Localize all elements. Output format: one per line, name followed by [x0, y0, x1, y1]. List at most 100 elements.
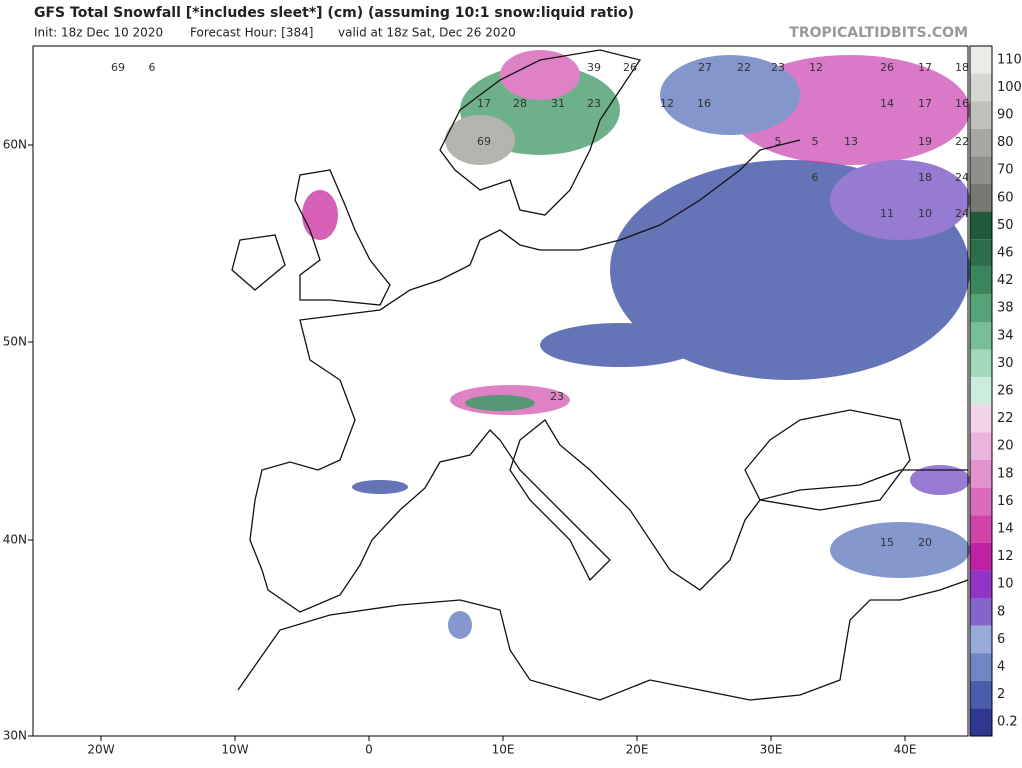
colorbar-label: 18: [997, 466, 1014, 481]
snow-shading: [302, 50, 970, 639]
colorbar-label: 2: [997, 687, 1005, 702]
colorbar-label: 90: [997, 108, 1014, 123]
point-label: 20: [918, 536, 932, 549]
point-label: 39: [587, 61, 601, 74]
colorbar-label: 46: [997, 246, 1014, 261]
point-label: 69: [477, 135, 491, 148]
colorbar-swatch: [970, 404, 992, 433]
colorbar-swatch: [970, 156, 992, 184]
point-label: 12: [809, 61, 823, 74]
lon-label: 0: [365, 743, 373, 757]
colorbar-swatch: [970, 239, 992, 267]
colorbar-label: 110: [997, 52, 1022, 67]
colorbar-swatch: [970, 680, 992, 709]
lon-label: 10W: [221, 743, 248, 757]
colorbar-swatch: [970, 322, 992, 350]
point-label: 23: [771, 61, 785, 74]
point-label: 23: [550, 390, 564, 403]
colorbar-label: 80: [997, 135, 1014, 150]
lat-label: 40N: [3, 533, 27, 547]
lat-label: 50N: [3, 335, 27, 349]
valid-time: valid at 18z Sat, Dec 26 2020: [338, 26, 516, 40]
colorbar-swatch: [970, 266, 992, 295]
point-label: 17: [918, 61, 932, 74]
colorbar-swatch: [970, 487, 992, 516]
colorbar-label: 100: [997, 80, 1022, 95]
point-label: 27: [698, 61, 712, 74]
colorbar-label: 70: [997, 163, 1014, 178]
colorbar-swatch: [970, 432, 992, 460]
colorbar-swatch: [970, 46, 992, 74]
point-label: 22: [737, 61, 751, 74]
point-label: 26: [623, 61, 637, 74]
init: Init: 18z Dec 10 2020: [34, 26, 163, 40]
point-label: 16: [697, 97, 711, 110]
forecast-hour: Forecast Hour: [384]: [190, 26, 313, 40]
colorbar-label: 22: [997, 411, 1014, 426]
lat-label: 60N: [3, 138, 27, 152]
colorbar-swatch: [970, 515, 992, 543]
colorbar-swatch: [970, 570, 992, 598]
colorbar-label: 60: [997, 190, 1014, 205]
colorbar-swatch: [970, 653, 992, 681]
point-label: 6: [149, 61, 156, 74]
map: [32, 45, 970, 737]
point-label: 18: [918, 171, 932, 184]
colorbar-swatch: [970, 625, 992, 654]
point-label: 28: [513, 97, 527, 110]
colorbar-swatch: [970, 73, 992, 102]
colorbar-label: 34: [997, 328, 1014, 343]
point-label: 5: [812, 135, 819, 148]
colorbar-label: 0.2: [997, 715, 1018, 730]
point-label: 18: [955, 61, 969, 74]
lon-label: 20W: [87, 743, 114, 757]
lon-label: 10E: [492, 743, 515, 757]
colorbar-label: 6: [997, 632, 1005, 647]
colorbar-label: 8: [997, 604, 1005, 619]
title: GFS Total Snowfall [*includes sleet*] (c…: [34, 5, 634, 21]
colorbar-label: 16: [997, 494, 1014, 509]
point-label: 14: [880, 97, 894, 110]
colorbar-label: 12: [997, 549, 1014, 564]
point-label: 69: [111, 61, 125, 74]
point-label: 19: [918, 135, 932, 148]
colorbar-swatch: [970, 708, 992, 736]
colorbar-swatch: [970, 294, 992, 322]
colorbar-label: 10: [997, 577, 1014, 592]
point-label: 24: [955, 207, 969, 220]
point-label: 23: [587, 97, 601, 110]
point-label: 11: [880, 207, 894, 220]
point-label: 15: [880, 536, 894, 549]
point-label: 12: [660, 97, 674, 110]
point-label: 10: [918, 207, 932, 220]
lon-label: 20E: [626, 743, 649, 757]
lon-label: 30E: [760, 743, 783, 757]
point-label: 17: [918, 97, 932, 110]
point-label: 31: [551, 97, 565, 110]
colorbar-swatch: [970, 128, 992, 157]
point-label: 16: [955, 97, 969, 110]
colorbar-label: 14: [997, 522, 1014, 537]
point-label: 17: [477, 97, 491, 110]
colorbar-swatch: [970, 184, 992, 212]
colorbar-swatch: [970, 349, 992, 378]
point-label: 5: [775, 135, 782, 148]
colorbar-label: 26: [997, 384, 1014, 399]
colorbar-swatch: [970, 460, 992, 488]
point-label: 26: [880, 61, 894, 74]
lat-label: 30N: [3, 729, 27, 743]
colorbar-swatch: [970, 377, 992, 405]
colorbar-frame: [969, 45, 993, 737]
colorbar-swatch: [970, 542, 992, 571]
point-label: 6: [812, 171, 819, 184]
colorbar-swatch: [970, 598, 992, 626]
point-label: 24: [955, 171, 969, 184]
colorbar-label: 20: [997, 439, 1014, 454]
point-label: 13: [844, 135, 858, 148]
colorbar-label: 50: [997, 218, 1014, 233]
point-label: 22: [955, 135, 969, 148]
colorbar-label: 30: [997, 356, 1014, 371]
credit: TROPICALTIDBITS.COM: [789, 25, 968, 41]
colorbar-label: 4: [997, 660, 1005, 675]
